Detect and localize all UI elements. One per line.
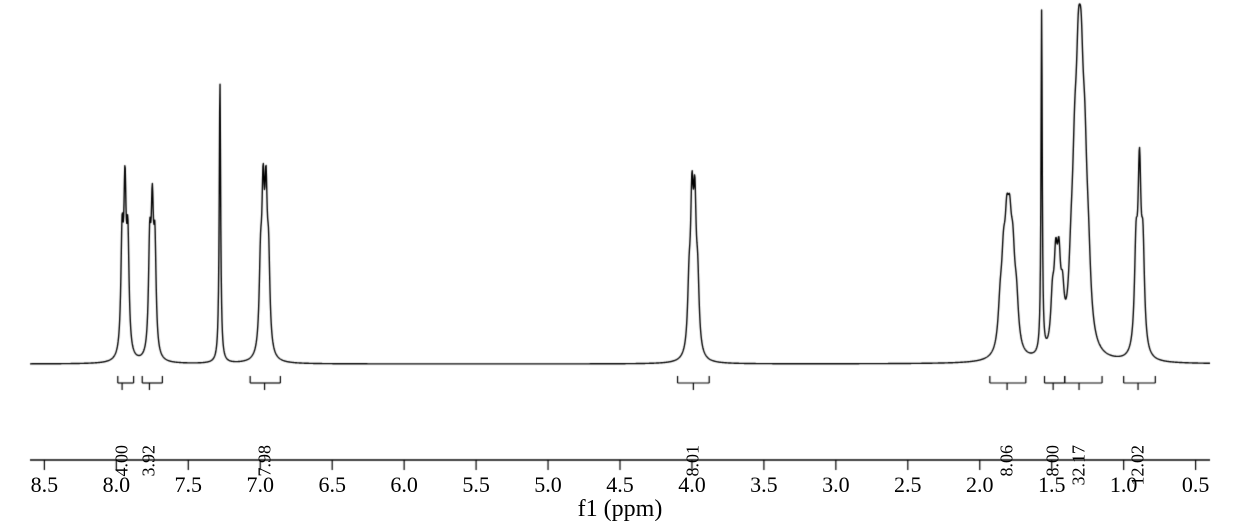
integration-label: 8.00 [1043, 445, 1064, 477]
xtick-label: 6.5 [318, 472, 346, 498]
integration-label: 12.02 [1128, 445, 1149, 486]
integration-label: 3.92 [139, 445, 160, 477]
xtick-label: 5.0 [534, 472, 562, 498]
integration-label: 4.00 [112, 445, 133, 477]
xtick-label: 8.5 [31, 472, 59, 498]
xtick-label: 4.5 [606, 472, 634, 498]
integration-label: 32.17 [1069, 445, 1090, 486]
integration-label: 7.98 [254, 445, 275, 477]
xtick-label: 3.0 [822, 472, 850, 498]
integration-label: 8.01 [683, 445, 704, 477]
x-axis-label: f1 (ppm) [578, 496, 663, 521]
nmr-spectrum-figure: 8.58.07.57.06.56.05.55.04.54.03.53.02.52… [0, 0, 1240, 521]
xtick-label: 3.5 [750, 472, 778, 498]
spectrum-canvas [0, 0, 1240, 521]
xtick-label: 6.0 [390, 472, 418, 498]
xtick-label: 2.0 [966, 472, 994, 498]
xtick-label: 2.5 [894, 472, 922, 498]
xtick-label: 0.5 [1182, 472, 1210, 498]
xtick-label: 5.5 [462, 472, 490, 498]
integration-label: 8.06 [997, 445, 1018, 477]
xtick-label: 7.5 [175, 472, 203, 498]
